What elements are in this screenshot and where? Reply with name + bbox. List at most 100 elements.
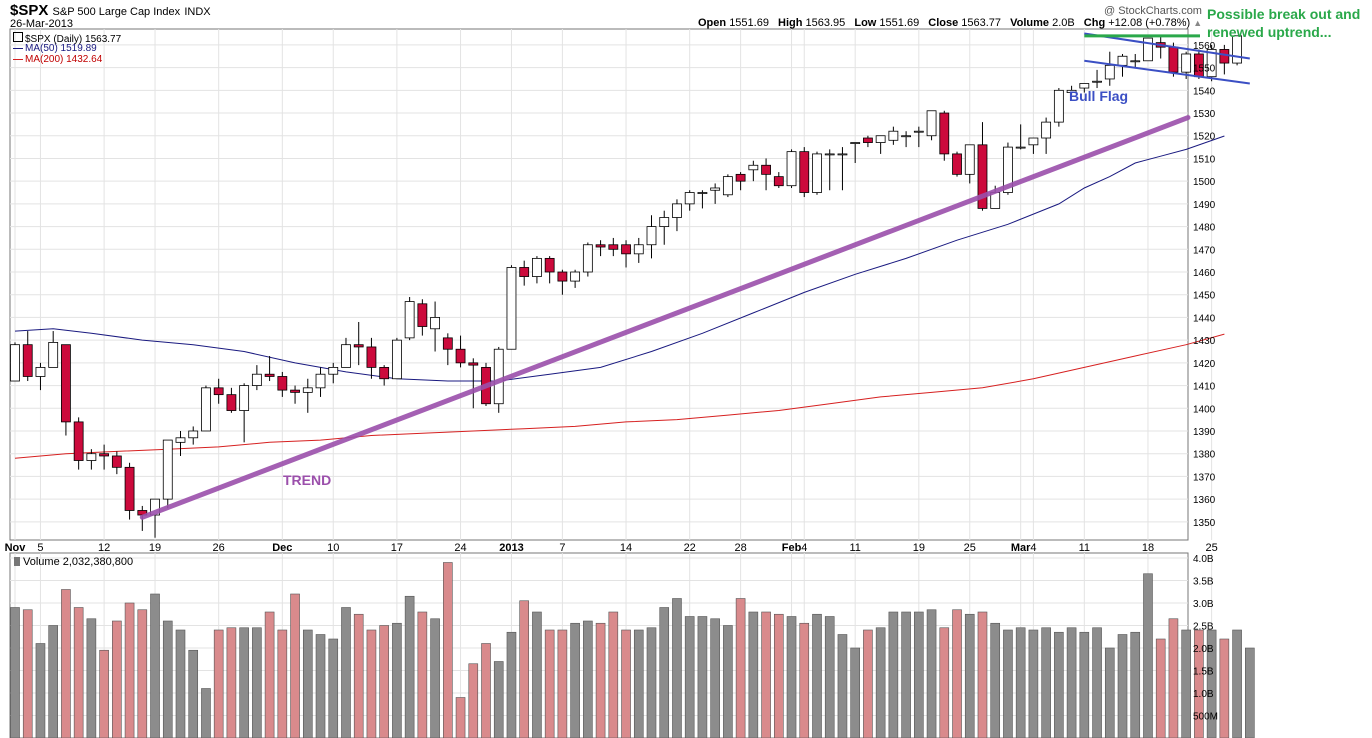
volume-bar <box>366 629 377 738</box>
volume-bar <box>1232 629 1242 738</box>
volume-bar <box>735 598 746 738</box>
candle-up <box>901 135 911 138</box>
candle-up <box>1206 49 1217 78</box>
candle-up <box>646 226 657 246</box>
volume-bar-icon <box>14 557 20 566</box>
volume-bar <box>672 598 682 738</box>
volume-bar <box>1104 647 1115 738</box>
volume-bar <box>646 627 657 738</box>
volume-bar <box>315 634 326 738</box>
high-label: High <box>778 17 803 29</box>
volume-bar <box>1015 627 1026 738</box>
x-tick-label: 25 <box>1205 542 1217 554</box>
candle-up <box>824 153 835 156</box>
annotation-breakout: Possible break out and <box>1207 6 1361 22</box>
volume-bar <box>341 607 351 738</box>
ma50-line-icon <box>13 47 23 49</box>
volume-bar <box>1130 631 1141 738</box>
volume-bar <box>22 609 33 738</box>
price-tick-label: 1560 <box>1193 41 1216 52</box>
volume-bar <box>404 595 415 738</box>
candle-down <box>442 337 453 350</box>
volume-bar <box>595 622 606 738</box>
volume-bar <box>621 629 631 738</box>
candle-icon <box>13 32 23 42</box>
candle-down <box>22 344 33 377</box>
ma200-line <box>14 333 1225 459</box>
x-tick-label: 17 <box>391 542 403 554</box>
bull-flag-upper-line <box>1084 32 1250 60</box>
candle-down <box>455 348 466 364</box>
volume-bar <box>1079 631 1090 738</box>
volume-bar <box>1245 647 1255 738</box>
candle-down <box>366 346 377 368</box>
volume-bar <box>213 629 224 738</box>
legend-ma200: MA(200) 1432.64 <box>13 54 102 65</box>
volume-bar <box>710 618 720 738</box>
volume-bar <box>773 613 784 738</box>
volume-bar <box>264 611 275 738</box>
price-tick-label: 1540 <box>1193 86 1216 97</box>
price-tick-label: 1410 <box>1193 382 1216 393</box>
volume-bar <box>506 631 517 738</box>
volume-bar <box>73 607 84 738</box>
candle-down <box>124 466 135 511</box>
candle-up <box>748 164 759 171</box>
volume-bar <box>35 643 46 738</box>
chart-date: 26-Mar-2013 <box>10 18 73 30</box>
x-tick-label: 2013 <box>499 542 523 554</box>
volume-bar <box>1206 629 1217 738</box>
candle-down <box>557 271 568 282</box>
candle-up <box>506 267 517 350</box>
candle-up <box>35 366 46 377</box>
volume-bar <box>1092 627 1102 738</box>
volume-bar <box>226 627 237 738</box>
candle-up <box>812 153 822 193</box>
candle-down <box>417 303 428 327</box>
candle-down <box>863 137 873 143</box>
candle-up <box>1028 137 1039 146</box>
volume-bar <box>761 611 771 738</box>
price-tick-label: 1480 <box>1193 223 1216 234</box>
price-tick-label: 1470 <box>1193 245 1216 256</box>
x-tick-label: 7 <box>559 542 565 554</box>
volume-bar <box>1066 627 1077 738</box>
candle-up <box>430 317 440 330</box>
volume-bar <box>1194 629 1204 738</box>
volume-bar <box>1155 638 1166 738</box>
price-tick-label: 1550 <box>1193 64 1216 75</box>
candle-up <box>175 437 186 443</box>
volume-tick-label: 1.5B <box>1193 667 1214 678</box>
volume-bar <box>430 618 440 738</box>
volume-tick-label: 500M <box>1193 712 1218 723</box>
volume-bar <box>519 600 530 738</box>
volume-bar <box>977 611 988 738</box>
legend-ma200-label: MA(200) 1432.64 <box>25 54 103 65</box>
candle-down <box>61 344 71 423</box>
ma50-line <box>14 135 1225 382</box>
candle-down <box>353 344 364 348</box>
volume-bar <box>863 629 873 738</box>
price-tick-label: 1520 <box>1193 132 1216 143</box>
candle-up <box>837 153 848 156</box>
candle-up <box>684 192 695 205</box>
volume-bar <box>239 627 249 738</box>
x-tick-label: 4 <box>1030 542 1036 554</box>
volume-bar <box>875 627 886 738</box>
open-label: Open <box>698 17 727 29</box>
volume-bar <box>48 625 58 738</box>
volume-bar <box>150 593 160 738</box>
candle-down <box>226 394 237 411</box>
x-tick-label: 11 <box>1079 542 1090 554</box>
candle-up <box>964 144 975 175</box>
price-tick-label: 1440 <box>1193 313 1216 324</box>
volume-bar <box>1168 618 1179 738</box>
candle-up <box>302 387 313 393</box>
volume-bar <box>443 562 453 738</box>
candle-down <box>519 267 530 277</box>
annotation-bull-flag: Bull Flag <box>1069 88 1129 104</box>
volume-bar <box>137 609 148 738</box>
candle-up <box>1232 35 1242 64</box>
x-tick-label: 11 <box>849 542 860 554</box>
